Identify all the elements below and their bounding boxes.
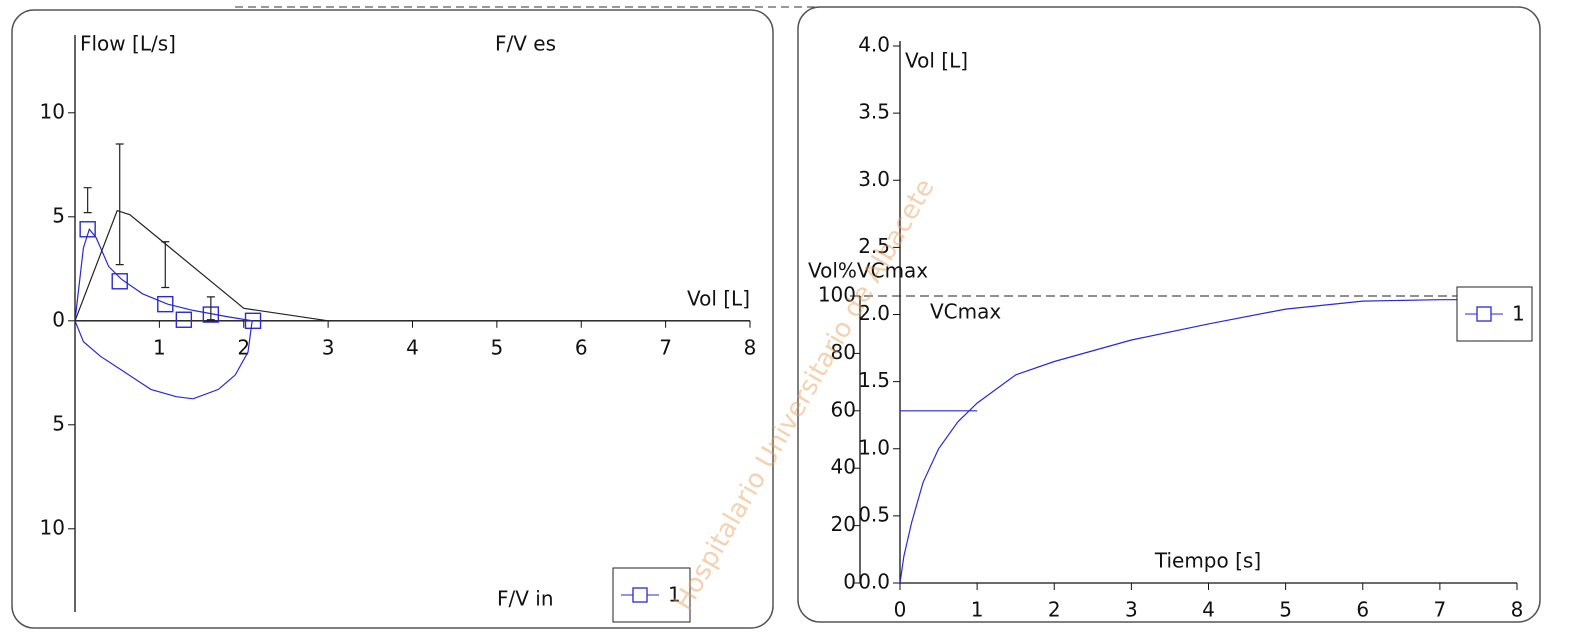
marker — [157, 295, 174, 313]
right-panel — [797, 6, 1541, 623]
x-tick-label: 6 — [1356, 598, 1369, 622]
y-axis-label: Vol [L] — [905, 49, 968, 73]
y-tick-label: 5 — [52, 411, 65, 435]
x-tick-label: 5 — [491, 335, 504, 359]
y2-tick-label: 100 — [818, 283, 856, 307]
series-line — [74, 228, 253, 400]
y-tick-label: 3.0 — [858, 167, 890, 191]
y2-tick-label: 60 — [831, 397, 856, 421]
x-tick-label: 4 — [406, 335, 419, 359]
y-tick-label: 0.5 — [858, 502, 890, 526]
legend-label: 1 — [1512, 302, 1525, 326]
y-tick-label: 1.5 — [858, 368, 890, 392]
error-bar — [161, 241, 170, 289]
annotation: F/V es — [495, 32, 556, 56]
error-bar — [115, 143, 124, 266]
x-tick-label: 6 — [575, 335, 588, 359]
x-tick-label: 7 — [1434, 598, 1447, 622]
x-tick-label: 4 — [1202, 598, 1215, 622]
y-tick-label: 2.5 — [858, 234, 890, 258]
y-tick-label: 0 — [52, 307, 65, 331]
y2-tick-label: 20 — [831, 512, 856, 536]
legend-label: 1 — [668, 583, 681, 607]
legend-marker — [1476, 306, 1492, 322]
y-tick-label: 10 — [40, 99, 65, 123]
x-axis-label: Vol [L] — [687, 287, 750, 311]
x-tick-label: 3 — [1125, 598, 1138, 622]
marker — [79, 221, 96, 238]
y-tick-label: 2.0 — [858, 301, 890, 325]
annotation: F/V in — [497, 587, 554, 611]
marker — [175, 311, 193, 328]
y-tick-label: 1.0 — [858, 435, 890, 459]
y2-tick-label: 0 — [843, 570, 856, 594]
series-line — [899, 299, 1479, 584]
y-tick-label: 4.0 — [858, 33, 890, 57]
x-tick-label: 1 — [971, 598, 984, 622]
y-axis-label: Flow [L/s] — [80, 32, 176, 56]
reference-label-bg — [926, 300, 1002, 326]
x-tick-label: 8 — [1511, 598, 1524, 622]
left-panel — [11, 9, 774, 629]
x-tick-label: 1 — [153, 335, 166, 359]
x-axis-label: Tiempo [s] — [1154, 549, 1261, 573]
y2-tick-label: 80 — [831, 340, 856, 364]
series-line — [74, 209, 329, 322]
reference-label: VCmax — [930, 300, 1001, 324]
x-tick-label: 0 — [894, 598, 907, 622]
y-tick-label: 5 — [52, 203, 65, 227]
x-tick-label: 5 — [1279, 598, 1292, 622]
error-bar — [83, 187, 92, 214]
legend-marker — [632, 587, 648, 603]
error-bar — [206, 296, 215, 321]
marker — [244, 312, 262, 329]
x-tick-label: 7 — [659, 335, 672, 359]
x-tick-label: 8 — [744, 335, 757, 359]
y2-tick-label: 40 — [831, 455, 856, 479]
marker — [111, 273, 128, 290]
x-tick-label: 2 — [1048, 598, 1061, 622]
x-tick-label: 3 — [322, 335, 335, 359]
y2-axis-label: Vol%VCmax — [808, 259, 928, 283]
y-tick-label: 0.0 — [858, 570, 890, 594]
y-tick-label: 3.5 — [858, 100, 890, 124]
y-tick-label: 10 — [40, 515, 65, 539]
